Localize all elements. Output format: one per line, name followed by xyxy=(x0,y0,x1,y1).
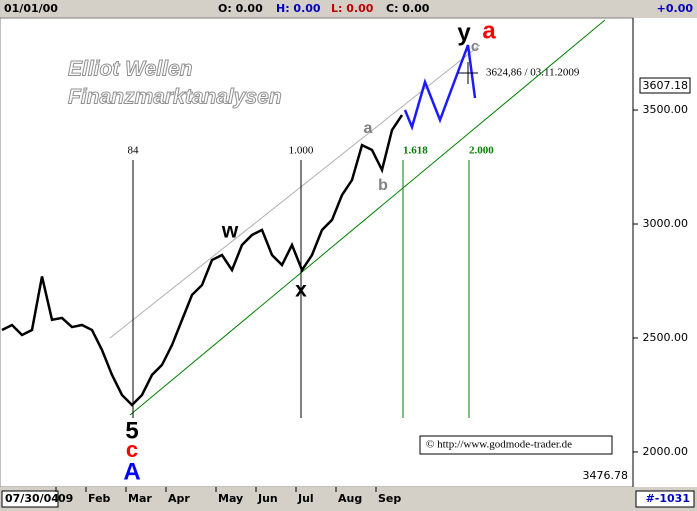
footer-start: 07/30/04 xyxy=(5,492,59,505)
footer-bar xyxy=(0,487,697,511)
watermark: Elliot Wellen xyxy=(68,58,192,81)
y-tick-label: 3500.00 xyxy=(643,103,689,116)
x-tick-label: Apr xyxy=(168,492,190,505)
header-high: H: 0.00 xyxy=(276,2,321,15)
projection xyxy=(403,44,477,131)
x-tick-label: Aug xyxy=(338,492,362,505)
x-tick-label: May xyxy=(218,492,243,505)
wave-label: 5 xyxy=(125,417,138,444)
wave-label: a xyxy=(482,17,496,44)
time-label: 2.000 xyxy=(469,145,494,157)
time-label: 1.000 xyxy=(289,145,314,157)
counter-box xyxy=(635,490,695,508)
x-tick-label: Jun xyxy=(257,492,278,505)
footer-price: 3476.78 xyxy=(583,469,629,482)
last-price: 3607.18 xyxy=(643,79,689,92)
price-line xyxy=(1,114,404,407)
x-tick-label: Jul xyxy=(297,492,314,505)
plot-area xyxy=(0,17,634,488)
header-change: +0.00 xyxy=(657,2,694,15)
watermark: Finanzmarktanalysen xyxy=(68,86,282,109)
y-tick-label: 3000.00 xyxy=(643,217,689,230)
target-cross xyxy=(458,62,478,84)
channel-upper xyxy=(109,44,481,339)
wave-label: w xyxy=(221,220,239,243)
wave-label: c xyxy=(471,38,479,55)
header-date: 01/01/00 xyxy=(4,2,58,15)
wave-label: y xyxy=(457,19,471,46)
time-label: 84 xyxy=(128,145,140,157)
start-box xyxy=(1,490,59,508)
wave-label: a xyxy=(364,120,373,137)
x-tick-label: Feb xyxy=(88,492,111,505)
wave-label: c xyxy=(126,437,138,462)
last-price-box xyxy=(639,77,691,94)
x-tick-label: Sep xyxy=(378,492,401,505)
wave-label: b xyxy=(378,177,388,194)
channel-lower xyxy=(129,19,606,416)
x-tick-label: Mar xyxy=(128,492,152,505)
header-open: O: 0.00 xyxy=(218,2,263,15)
header-close: C: 0.00 xyxy=(386,2,430,15)
header-low: L: 0.00 xyxy=(331,2,374,15)
x-tick-label: 09 xyxy=(58,492,73,505)
footer-counter: #-1031 xyxy=(646,492,690,505)
y-tick-label: 2000.00 xyxy=(643,445,689,458)
header-bar xyxy=(0,0,697,18)
copyright: © http://www.godmode-trader.de xyxy=(426,439,572,451)
axis-panel xyxy=(633,18,697,487)
wave-label: A xyxy=(123,458,140,485)
copyright-box xyxy=(419,435,613,455)
time-label: 1.618 xyxy=(403,145,428,157)
y-tick-label: 2500.00 xyxy=(643,331,689,344)
wave-label: x xyxy=(295,279,307,302)
target-label: 3624,86 / 03.11.2009 xyxy=(486,67,580,79)
